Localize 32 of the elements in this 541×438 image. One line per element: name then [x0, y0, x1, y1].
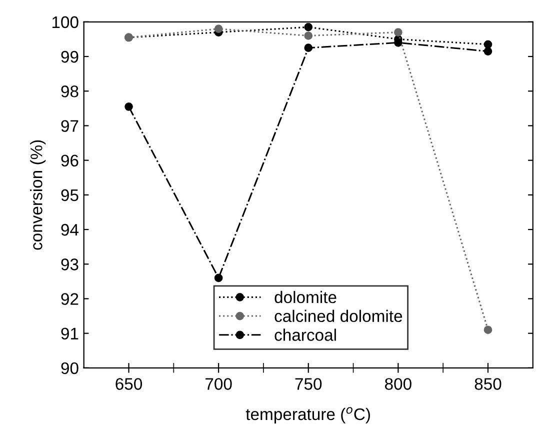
y-axis-title: conversion (%) [30, 140, 46, 250]
x-axis-title: temperature ($^{o}$C) [246, 407, 370, 424]
point [484, 326, 492, 334]
x-tick-label: 800 [385, 378, 412, 390]
y-tick-label: 92 [61, 293, 78, 305]
y-tick-label: 91 [61, 328, 78, 340]
point [214, 24, 223, 33]
legend-label: calcined dolomite [274, 310, 402, 322]
point [304, 44, 313, 52]
y-tick-label: 90 [61, 362, 78, 374]
legend-label: charcoal [274, 328, 336, 341]
y-tick-label: 100 [52, 16, 78, 28]
point [394, 28, 402, 36]
point [124, 102, 133, 111]
point [304, 22, 313, 32]
y-tick-label: 96 [61, 154, 78, 167]
y-tick-label: 98 [61, 86, 78, 98]
point [394, 38, 402, 47]
x-tick-label: 700 [206, 378, 232, 390]
point [484, 40, 492, 49]
y-tick-label: 93 [61, 258, 78, 270]
x-tick-label: 850 [474, 378, 502, 390]
point [484, 47, 492, 56]
x-tick-label: 650 [116, 378, 142, 390]
y-tick-label: 95 [61, 189, 78, 202]
point [214, 274, 223, 282]
y-tick-label: 94 [61, 224, 79, 236]
point [304, 32, 313, 40]
x-tick-label: 750 [295, 378, 322, 390]
y-tick-label: 99 [61, 50, 78, 63]
legend-label: dolomite [274, 290, 336, 304]
y-tick-label: 97 [61, 120, 78, 132]
